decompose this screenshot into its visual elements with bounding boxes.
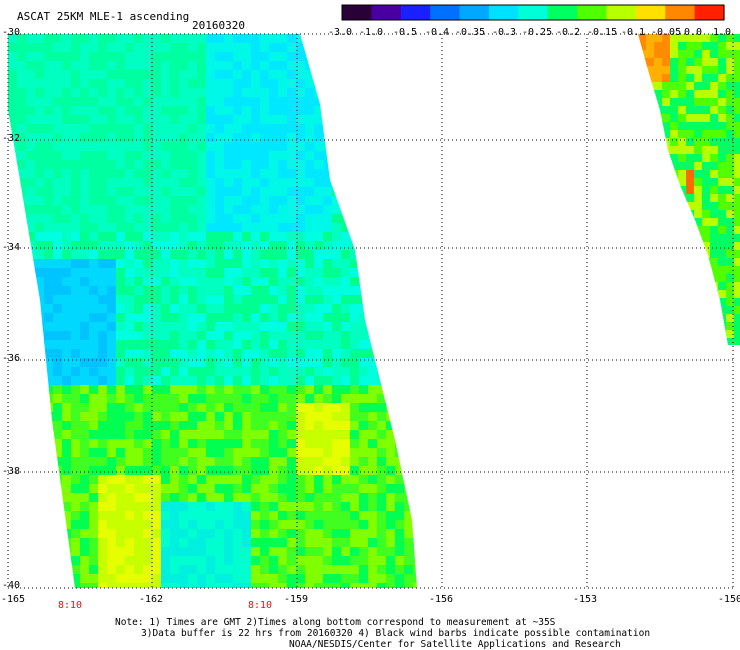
colorbar-segment bbox=[342, 5, 372, 20]
colorbar-label: -0.15 bbox=[587, 27, 618, 38]
product-date: 20160320 bbox=[192, 19, 245, 32]
colorbar-label: -0.1 bbox=[621, 27, 646, 38]
colorbar-segment bbox=[665, 5, 696, 20]
colorbar-label: -0.3 bbox=[492, 27, 517, 38]
lat-lon-grid bbox=[7, 33, 736, 589]
lat-label: -38 bbox=[2, 466, 21, 477]
colorbar-segment bbox=[371, 5, 402, 20]
colorbar-label: -0.05 bbox=[651, 27, 682, 38]
colorbar-segment bbox=[577, 5, 608, 20]
product-title: ASCAT 25KM MLE-1 ascending bbox=[17, 10, 190, 23]
lat-label: -36 bbox=[2, 353, 21, 364]
colorbar-label: -0.2 bbox=[556, 27, 581, 38]
pass-time-label: 8:10 bbox=[248, 600, 273, 611]
colorbar-label: 0.0 bbox=[684, 27, 703, 38]
lon-label: -165 bbox=[1, 594, 26, 605]
lat-label: -34 bbox=[2, 242, 21, 253]
colorbar-label: -0.25 bbox=[522, 27, 553, 38]
colorbar-label: 1.0 bbox=[713, 27, 732, 38]
colorbar-label: -3.0 bbox=[328, 27, 353, 38]
lat-label: -30 bbox=[2, 27, 21, 38]
colorbar-segment bbox=[606, 5, 637, 20]
colorbar-label: -1.0 bbox=[359, 27, 384, 38]
footnote-line-3: NOAA/NESDIS/Center for Satellite Applica… bbox=[289, 639, 621, 650]
colorbar-segment bbox=[400, 5, 431, 20]
lon-label: -159 bbox=[284, 594, 309, 605]
colorbar-segment bbox=[694, 5, 725, 20]
footnote-line-2: 3)Data buffer is 22 hrs from 20160320 4)… bbox=[141, 628, 651, 639]
colorbar-label: -0.35 bbox=[455, 27, 486, 38]
lon-label: -153 bbox=[573, 594, 598, 605]
lat-label: -32 bbox=[2, 133, 21, 144]
colorbar-segment bbox=[488, 5, 519, 20]
lon-label: -156 bbox=[429, 594, 454, 605]
colorbar-segment bbox=[430, 5, 461, 20]
colorbar-segment bbox=[635, 5, 666, 20]
colorbar-segment bbox=[547, 5, 578, 20]
colorbar-segment bbox=[459, 5, 490, 20]
colorbar bbox=[341, 4, 725, 21]
lon-label: -162 bbox=[139, 594, 164, 605]
footnote-line-1: Note: 1) Times are GMT 2)Times along bot… bbox=[115, 617, 556, 628]
pass-time-label: 8:10 bbox=[58, 600, 83, 611]
colorbar-segment bbox=[518, 5, 549, 20]
lat-label: -40 bbox=[2, 580, 21, 591]
colorbar-label: -0.4 bbox=[425, 27, 450, 38]
colorbar-border bbox=[341, 4, 725, 21]
colorbar-label: -0.5 bbox=[393, 27, 418, 38]
lon-label: -150 bbox=[718, 594, 740, 605]
